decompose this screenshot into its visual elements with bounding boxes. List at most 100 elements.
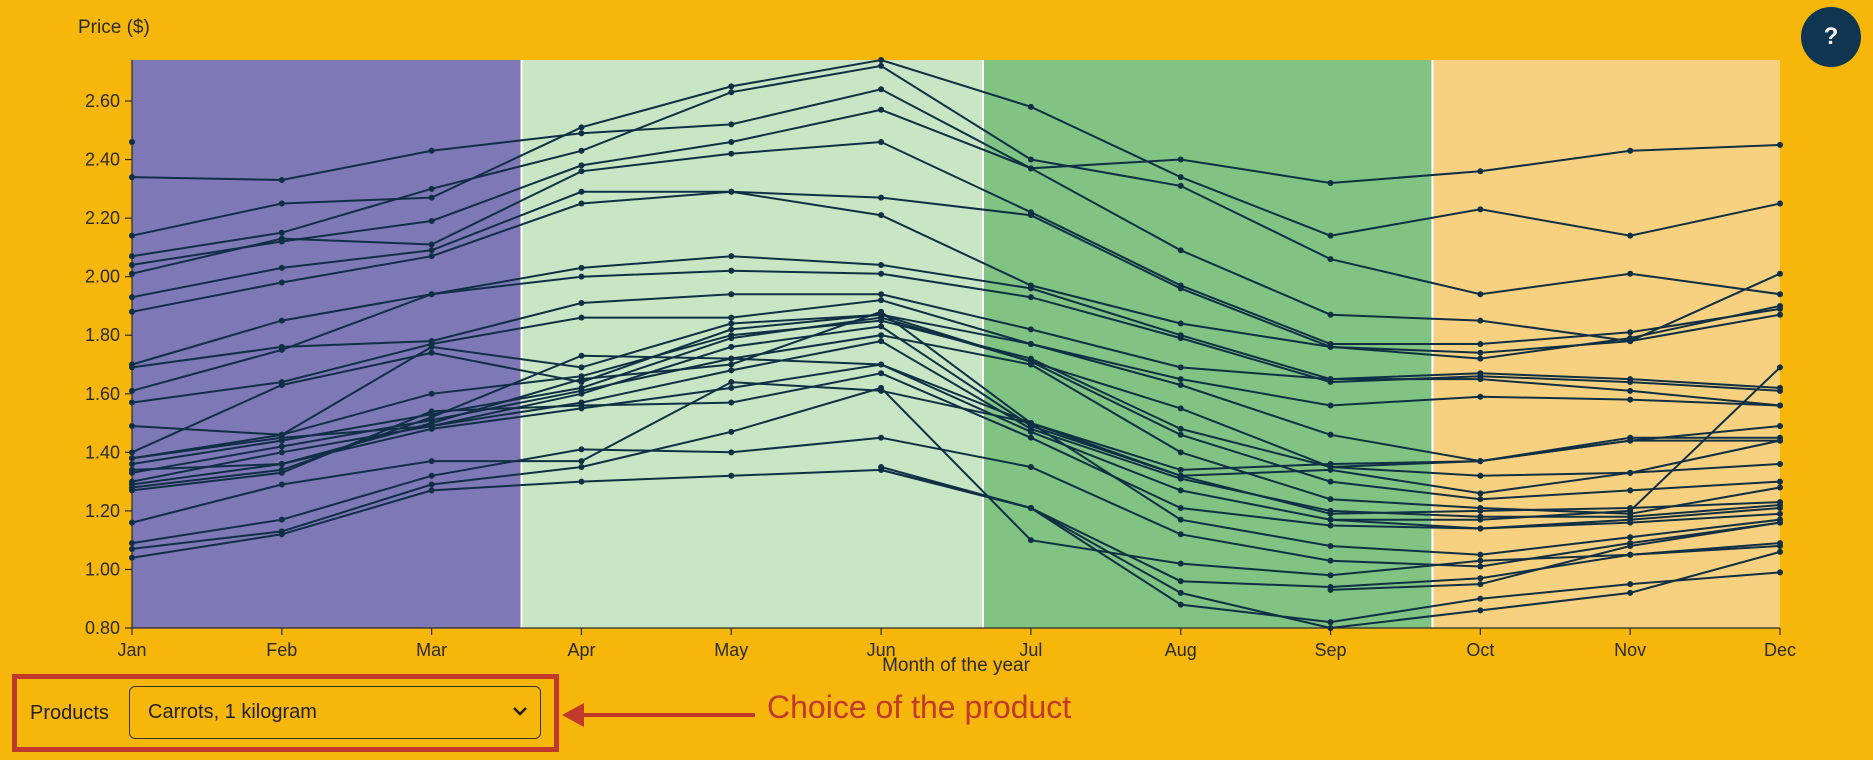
data-point (1477, 355, 1484, 362)
data-point (1177, 516, 1184, 523)
data-point (578, 402, 585, 409)
data-point (428, 218, 435, 225)
annotation-text: Choice of the product (767, 689, 1072, 725)
x-tick-label: May (714, 640, 748, 660)
data-point (129, 540, 135, 547)
annotation-arrow-icon (562, 703, 755, 727)
series-line (131, 381, 1781, 556)
data-point (1627, 338, 1634, 345)
data-point (428, 422, 435, 429)
data-point (728, 384, 735, 391)
data-point (878, 314, 885, 321)
data-point (278, 343, 285, 350)
y-tick-label: 1.00 (85, 559, 120, 579)
data-point (1177, 376, 1184, 383)
data-point (1327, 557, 1334, 564)
data-point (1327, 311, 1334, 318)
data-point (1777, 484, 1783, 491)
data-point (129, 387, 135, 394)
data-point (129, 253, 135, 260)
data-point (278, 466, 285, 473)
data-point (129, 308, 135, 315)
data-point (728, 355, 735, 362)
data-point (578, 273, 585, 280)
data-point (1477, 472, 1484, 479)
series-line (131, 190, 1781, 354)
data-point (878, 308, 885, 315)
data-point (878, 194, 885, 201)
product-selector-highlight (12, 674, 559, 752)
data-point (1327, 431, 1334, 438)
data-point (1177, 466, 1184, 473)
data-point (578, 130, 585, 137)
data-point (878, 323, 885, 330)
data-point (878, 291, 885, 298)
data-point (1627, 534, 1634, 541)
data-point (428, 343, 435, 350)
data-point (1177, 472, 1184, 479)
y-tick-label: 1.40 (85, 442, 120, 462)
data-point (1027, 326, 1034, 333)
data-point (1477, 341, 1484, 347)
data-point (728, 150, 735, 157)
data-point (129, 364, 135, 371)
data-point (1327, 376, 1334, 383)
data-point (428, 185, 435, 192)
product-select[interactable]: Carrots, 1 kilogram (129, 686, 541, 739)
data-point (1327, 256, 1334, 263)
data-point (1477, 581, 1484, 588)
data-point (1477, 507, 1484, 514)
data-point (728, 472, 735, 479)
data-point (1477, 595, 1484, 602)
data-point (1627, 487, 1634, 494)
data-point (578, 188, 585, 195)
data-point (878, 62, 885, 69)
data-point (278, 200, 285, 207)
data-point (1477, 516, 1484, 523)
data-point (1627, 507, 1634, 514)
data-point (1327, 496, 1334, 503)
data-point (728, 253, 735, 260)
data-point (728, 267, 735, 274)
data-point (1477, 575, 1484, 582)
data-point (1777, 200, 1783, 207)
data-point (278, 177, 285, 184)
data-point (278, 449, 285, 456)
data-point (728, 188, 735, 195)
data-point (1627, 551, 1634, 558)
data-point (1327, 516, 1334, 523)
data-point (1777, 364, 1783, 371)
data-point (578, 390, 585, 397)
data-point (1177, 364, 1184, 371)
data-point (578, 124, 585, 131)
data-point (578, 264, 585, 271)
data-point (428, 247, 435, 254)
data-point (1027, 463, 1034, 470)
data-point (129, 232, 135, 239)
data-point (1777, 402, 1783, 409)
data-point (1627, 437, 1634, 444)
data-point (1177, 560, 1184, 567)
data-point (1027, 422, 1034, 429)
data-point (578, 458, 585, 465)
data-point (1177, 405, 1184, 412)
data-point (878, 384, 885, 391)
data-point (1177, 589, 1184, 596)
data-point (1327, 510, 1334, 517)
y-tick-label: 2.00 (85, 267, 120, 287)
data-point (728, 138, 735, 145)
price-series-lines (131, 58, 1781, 630)
series-line (131, 64, 1781, 296)
x-tick-label: Apr (567, 640, 595, 660)
data-point (428, 487, 435, 494)
data-point (1477, 496, 1484, 503)
series-line (1330, 521, 1781, 591)
data-point (1327, 461, 1334, 468)
data-point (1027, 537, 1034, 544)
help-button[interactable]: ? (1801, 7, 1861, 67)
data-point (578, 364, 585, 371)
x-tick-label: Jun (867, 640, 896, 660)
data-point (728, 320, 735, 327)
y-axis-title: Price ($) (78, 17, 150, 38)
chevron-down-icon (513, 707, 527, 716)
